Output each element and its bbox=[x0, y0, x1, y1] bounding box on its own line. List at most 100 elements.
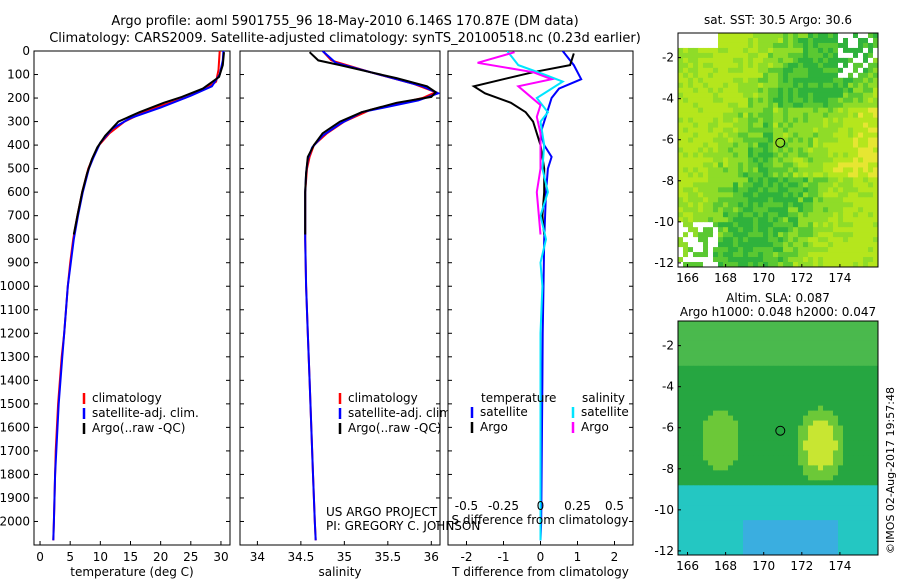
map-cell bbox=[723, 340, 729, 347]
map-cell bbox=[718, 545, 724, 551]
map-cell bbox=[693, 172, 699, 178]
map-cell bbox=[713, 545, 719, 551]
map-cell bbox=[798, 410, 804, 417]
map-cell bbox=[778, 247, 784, 253]
map-cell bbox=[718, 182, 724, 188]
map-cell bbox=[743, 147, 749, 153]
map-cell bbox=[823, 450, 829, 456]
map-cell bbox=[853, 530, 859, 536]
map-cell bbox=[698, 212, 704, 218]
map-cell bbox=[813, 460, 819, 466]
map-cell bbox=[783, 227, 789, 233]
map-cell bbox=[838, 97, 844, 104]
map-cell bbox=[763, 321, 769, 327]
map-cell bbox=[773, 340, 779, 347]
map-cell bbox=[808, 440, 814, 446]
map-cell bbox=[708, 365, 714, 372]
map-cell bbox=[813, 82, 819, 89]
map-cell bbox=[678, 197, 684, 203]
map-cell bbox=[833, 67, 839, 74]
map-cell bbox=[818, 405, 824, 412]
map-cell bbox=[753, 102, 759, 109]
map-cell bbox=[678, 52, 684, 59]
map-cell bbox=[728, 132, 734, 139]
map-cell bbox=[688, 87, 694, 94]
map-cell bbox=[818, 390, 824, 397]
map-cell bbox=[718, 420, 724, 427]
map-cell bbox=[738, 197, 744, 203]
map-cell bbox=[808, 415, 814, 422]
map-cell bbox=[808, 350, 814, 357]
top-tick-label: -0.25 bbox=[488, 499, 519, 513]
map-cell bbox=[718, 435, 724, 441]
map-cell bbox=[843, 340, 849, 347]
map-cell bbox=[718, 237, 724, 243]
map-cell bbox=[798, 52, 804, 59]
map-cell bbox=[718, 490, 724, 496]
map-cell bbox=[698, 410, 704, 417]
map-cell bbox=[848, 500, 854, 506]
map-cell bbox=[688, 345, 694, 352]
map-cell bbox=[758, 355, 764, 362]
series-group bbox=[304, 51, 440, 541]
map-cell bbox=[768, 485, 774, 491]
map-cell bbox=[818, 152, 824, 158]
legend-label: Argo bbox=[480, 420, 508, 434]
series-group bbox=[471, 51, 583, 541]
map-cell bbox=[828, 102, 834, 109]
map-cell bbox=[733, 525, 739, 531]
map-cell bbox=[818, 182, 824, 188]
map-cell bbox=[773, 360, 779, 367]
map-cell bbox=[773, 480, 779, 486]
map-cell bbox=[723, 137, 729, 144]
map-cell bbox=[868, 360, 874, 367]
map-cell bbox=[718, 480, 724, 486]
map-cell bbox=[783, 405, 789, 412]
map-cell bbox=[683, 540, 689, 546]
map-cell bbox=[818, 410, 824, 417]
map-cell bbox=[833, 257, 839, 263]
map-cell bbox=[863, 52, 869, 59]
map-cell bbox=[818, 435, 824, 441]
map-cell bbox=[788, 57, 794, 64]
map-cell bbox=[688, 227, 694, 233]
map-cell bbox=[703, 435, 709, 441]
map-cell bbox=[833, 440, 839, 446]
map-cell bbox=[843, 42, 849, 49]
map-cell bbox=[868, 117, 874, 124]
legend-label: Argo(..raw -QC) bbox=[348, 421, 441, 435]
map-cell bbox=[773, 355, 779, 362]
x-tick-label: 2 bbox=[611, 550, 619, 564]
map-cell bbox=[713, 87, 719, 94]
map-cell bbox=[768, 102, 774, 109]
map-cell bbox=[768, 410, 774, 417]
map-cell bbox=[748, 47, 754, 54]
legend-label: Argo(..raw -QC) bbox=[92, 421, 185, 435]
map-cell bbox=[698, 52, 704, 59]
map-cell bbox=[728, 365, 734, 372]
map-cell bbox=[873, 232, 878, 238]
map-cell bbox=[843, 410, 849, 417]
x-tick-label: 10 bbox=[93, 550, 108, 564]
map-cell bbox=[758, 112, 764, 119]
map-cell bbox=[818, 107, 824, 114]
map-cell bbox=[753, 182, 759, 188]
map-cell bbox=[683, 455, 689, 461]
map-cell bbox=[678, 262, 684, 267]
map-cell bbox=[743, 262, 749, 267]
map-cell bbox=[823, 390, 829, 397]
map-cell bbox=[788, 445, 794, 451]
map-cell bbox=[738, 495, 744, 501]
map-cell bbox=[733, 400, 739, 407]
map-cell bbox=[813, 247, 819, 253]
map-cell bbox=[768, 232, 774, 238]
map-cell bbox=[808, 107, 814, 114]
map-cell bbox=[863, 515, 869, 521]
map-cell bbox=[678, 33, 684, 39]
map-cell bbox=[773, 470, 779, 476]
map-cell bbox=[838, 410, 844, 417]
map-cell bbox=[678, 227, 684, 233]
map-cell bbox=[863, 365, 869, 372]
map-cell bbox=[683, 162, 689, 168]
map-cell bbox=[703, 375, 709, 382]
